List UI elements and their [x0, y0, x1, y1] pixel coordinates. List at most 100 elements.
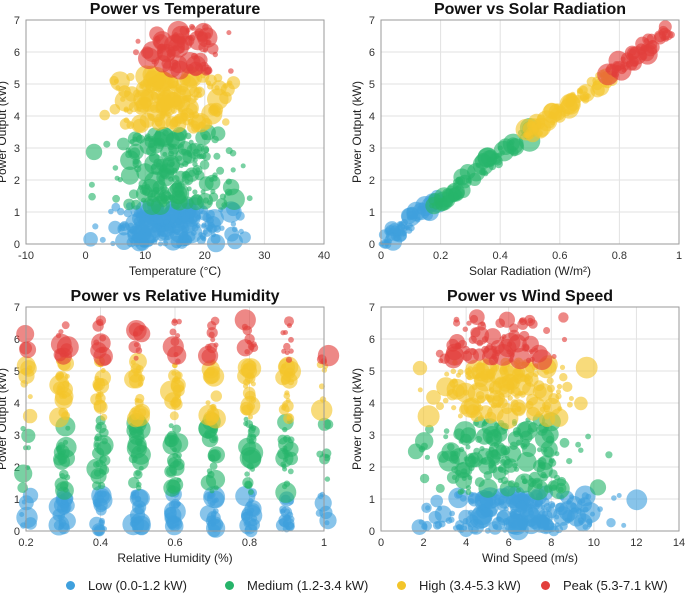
data-point-high [109, 75, 119, 86]
data-point-low [428, 510, 442, 524]
data-point-low [178, 210, 190, 223]
data-point-high [472, 366, 479, 373]
data-point-high [172, 377, 178, 383]
data-point-medium [449, 450, 456, 457]
data-point-medium [112, 194, 120, 203]
data-point-peak [622, 64, 629, 71]
data-point-high [519, 372, 525, 378]
data-point-low [201, 236, 207, 242]
y-tick-label: 5 [14, 79, 20, 91]
data-point-medium [116, 137, 130, 151]
chart-solar: 0 0.2 0.4 0.6 0.8 1 0 1 2 3 4 5 6 7 Power vs Solar Rad… [350, 1, 682, 278]
y-axis-label: Power Output (kW) [0, 81, 9, 183]
data-point-peak [284, 316, 294, 327]
data-point-medium [223, 188, 245, 210]
data-point-low [626, 489, 648, 511]
data-point-low [398, 220, 404, 227]
y-axis-label: Power Output (kW) [350, 81, 364, 183]
data-point-high [515, 405, 522, 412]
data-point-peak [185, 27, 191, 33]
data-point-peak [135, 38, 141, 44]
data-point-high [567, 401, 573, 408]
data-point-high [473, 372, 489, 388]
data-point-low [407, 223, 413, 229]
data-point-medium [537, 457, 547, 467]
data-point-high [205, 400, 211, 406]
data-point-low [315, 509, 324, 517]
data-point-high [247, 414, 253, 420]
data-point-low [616, 493, 622, 498]
data-point-low [425, 505, 431, 511]
data-point-medium [129, 139, 135, 145]
data-point-low [611, 495, 617, 501]
data-point-peak [90, 342, 107, 359]
legend-label-low: Low (0.0-1.2 kW) [88, 578, 187, 593]
points-temperature [83, 20, 253, 253]
data-point-medium [243, 416, 249, 422]
data-point-high [191, 113, 211, 133]
data-point-low [488, 521, 502, 535]
data-point-peak [210, 337, 216, 343]
data-point-medium [509, 147, 519, 157]
data-point-medium [204, 174, 221, 191]
legend-label-peak: Peak (5.3-7.1 kW) [563, 578, 668, 593]
y-tick-label: 2 [369, 175, 375, 187]
data-point-high [284, 390, 290, 396]
data-point-medium [229, 149, 237, 157]
data-point-high [444, 371, 450, 377]
data-point-peak [477, 321, 487, 331]
data-point-low [108, 208, 114, 215]
data-point-peak [458, 339, 467, 349]
y-tick-label: 6 [369, 47, 375, 59]
legend-item-low: Low (0.0-1.2 kW) [66, 578, 187, 593]
data-point-peak [462, 326, 468, 332]
data-point-medium [191, 193, 203, 206]
data-point-low [195, 215, 201, 221]
data-point-low [108, 220, 122, 235]
data-point-low [19, 512, 25, 517]
data-point-high [158, 94, 175, 111]
x-tick-label: 4 [463, 537, 469, 549]
data-point-high [196, 91, 202, 98]
data-point-low [219, 225, 225, 231]
data-point-high [529, 121, 536, 128]
y-tick-label: 7 [369, 302, 375, 314]
data-point-medium [447, 443, 455, 451]
data-point-high [20, 380, 29, 388]
data-point-peak [176, 318, 182, 325]
data-point-medium [168, 150, 175, 157]
data-point-high [243, 363, 249, 369]
x-tick-label: 12 [630, 537, 642, 549]
data-point-low [468, 498, 475, 505]
x-tick-label: 20 [199, 250, 211, 262]
data-point-medium [465, 489, 472, 495]
data-point-medium [540, 473, 548, 482]
data-point-medium [528, 471, 541, 484]
data-point-high [546, 377, 554, 385]
y-tick-label: 7 [369, 15, 375, 27]
data-point-peak [208, 331, 215, 338]
data-point-peak [133, 355, 139, 361]
data-point-low [279, 505, 287, 513]
legend-marker-low [66, 581, 75, 590]
data-point-low [118, 224, 125, 232]
x-tick-label: 0.6 [167, 537, 182, 549]
data-point-high [139, 112, 155, 128]
x-tick-label: 0.8 [242, 537, 257, 549]
data-point-medium [62, 439, 69, 445]
data-point-medium [207, 471, 215, 479]
y-axis-label: Power Output (kW) [0, 368, 9, 470]
data-point-low [247, 503, 260, 516]
data-point-medium [17, 482, 29, 494]
x-tick-label: 10 [588, 537, 600, 549]
data-point-high [492, 393, 501, 402]
data-point-high [172, 396, 179, 403]
data-point-medium [464, 456, 477, 468]
data-point-peak [138, 47, 160, 70]
data-point-medium [548, 457, 555, 464]
plot-frame [380, 19, 680, 245]
data-point-peak [242, 325, 253, 336]
data-point-medium [278, 436, 294, 453]
data-point-peak [470, 327, 481, 338]
